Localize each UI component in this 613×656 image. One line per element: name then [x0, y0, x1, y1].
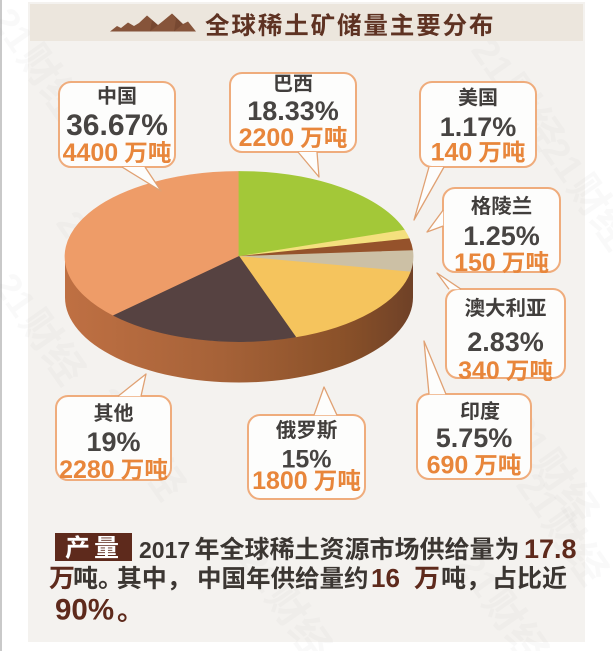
svg-text:15%: 15%: [281, 446, 331, 474]
svg-text:1.17%: 1.17%: [440, 112, 517, 142]
svg-text:1800: 1800: [252, 467, 308, 495]
svg-text:2200: 2200: [239, 124, 295, 152]
svg-text:690: 690: [427, 452, 469, 480]
svg-text:36.67%: 36.67%: [66, 109, 168, 142]
svg-text:5.75%: 5.75%: [436, 423, 513, 453]
svg-text:16: 16: [371, 563, 400, 593]
svg-text:150: 150: [454, 249, 496, 277]
svg-text:4400: 4400: [63, 139, 119, 167]
svg-text:140: 140: [431, 139, 473, 167]
svg-text:2.83%: 2.83%: [467, 327, 544, 357]
svg-text:1.25%: 1.25%: [463, 221, 540, 251]
svg-text:2280: 2280: [59, 456, 115, 484]
svg-text:2017: 2017: [139, 537, 190, 563]
svg-text:18.33%: 18.33%: [247, 96, 339, 126]
svg-text:340: 340: [458, 357, 500, 385]
svg-text:17.8: 17.8: [524, 534, 577, 564]
svg-text:90%: 90%: [55, 594, 114, 627]
svg-text:19%: 19%: [86, 427, 140, 457]
